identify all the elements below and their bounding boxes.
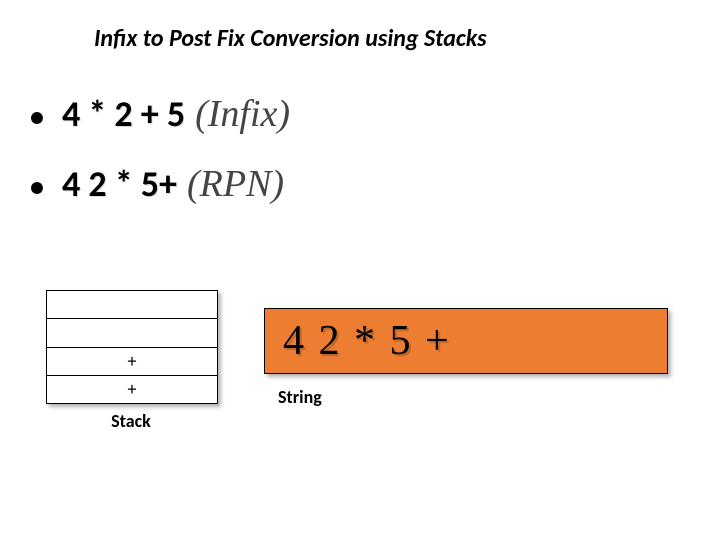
bullet-dot: • <box>30 99 44 134</box>
output-string-box: 4 2 * 5 + <box>264 308 668 374</box>
bullet-infix: • 4 * 2 + 5 (Infix) <box>30 92 290 136</box>
infix-annotation: (Infix) <box>195 92 290 136</box>
stack-cell-0 <box>47 291 217 318</box>
stack-label: Stack <box>46 410 216 432</box>
slide-title: Infix to Post Fix Conversion using Stack… <box>94 24 487 53</box>
infix-expression: 4 * 2 + 5 <box>62 92 185 136</box>
stack-cell-3: + <box>47 375 217 403</box>
stack-cell-2: + <box>47 347 217 375</box>
bullet-dot: • <box>30 169 44 204</box>
bullet-rpn: • 4 2 * 5+ (RPN) <box>30 162 284 206</box>
rpn-annotation: (RPN) <box>187 162 284 206</box>
stack-box: + + <box>46 290 218 404</box>
stack-cell-1 <box>47 318 217 346</box>
output-string-label: String <box>278 386 322 408</box>
rpn-expression: 4 2 * 5+ <box>62 162 177 206</box>
